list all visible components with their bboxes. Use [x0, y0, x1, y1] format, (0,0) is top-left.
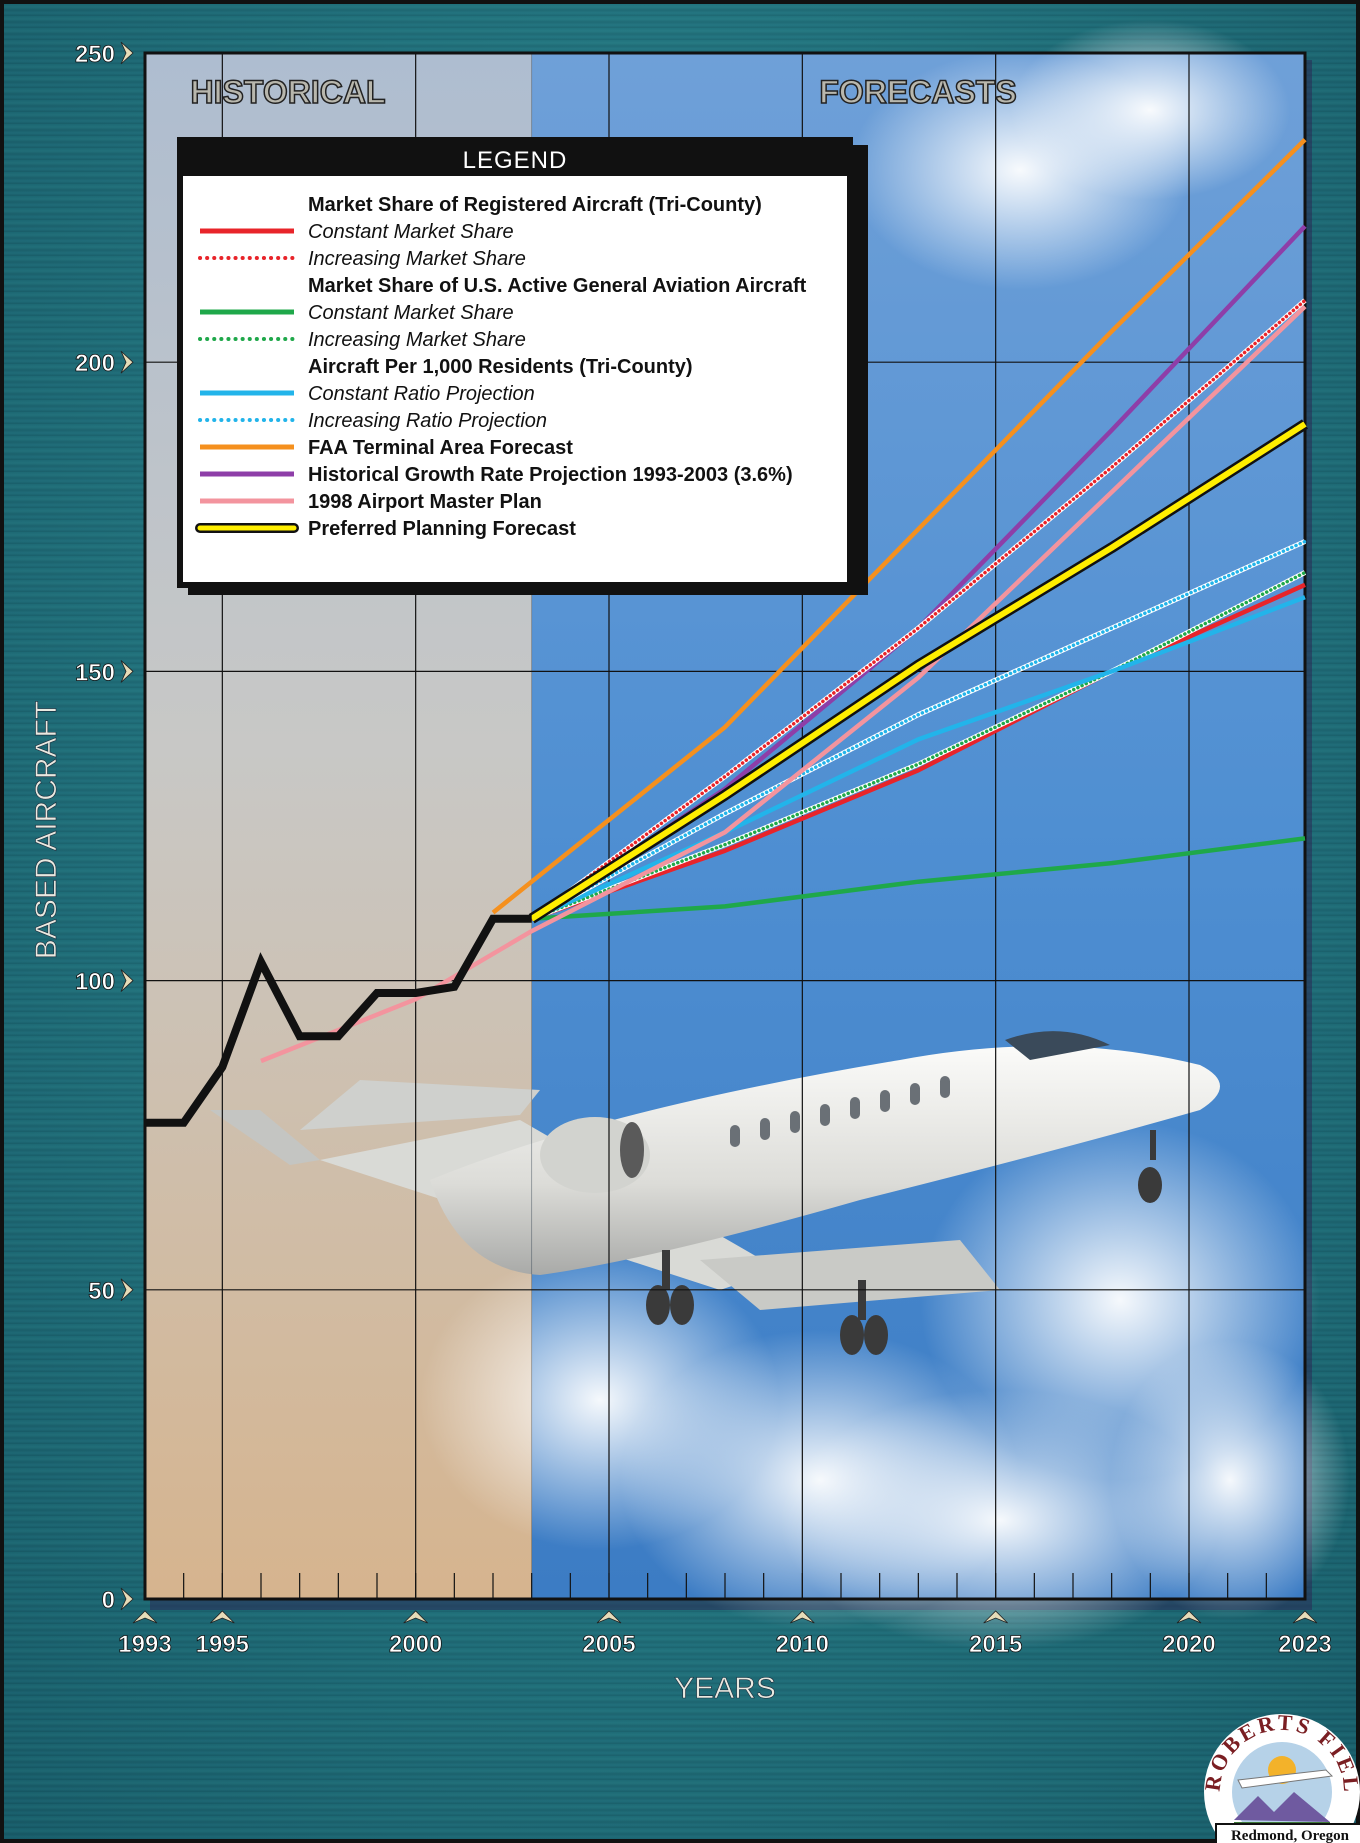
y-tick-label: 100	[75, 969, 115, 996]
series-line	[530, 421, 1307, 922]
series-line	[260, 304, 1307, 1064]
legend-entries: Market Share of Registered Aircraft (Tri…	[195, 194, 807, 540]
x-tick-label: 2010	[776, 1631, 829, 1658]
y-tick-label: 0	[102, 1587, 115, 1614]
x-tick-label: 2000	[389, 1631, 442, 1658]
historical-line	[145, 914, 532, 1127]
y-tick-label: 200	[75, 350, 115, 377]
x-tick-arrow	[1292, 1610, 1318, 1624]
x-axis-title: YEARS	[674, 1672, 776, 1705]
x-tick-arrow	[596, 1610, 622, 1624]
x-tick-arrow	[983, 1610, 1008, 1624]
x-tick-arrow	[210, 1610, 235, 1624]
legend-header-bar	[183, 143, 847, 176]
legend-title: LEGEND	[463, 147, 568, 174]
series-line	[529, 298, 1307, 921]
legend-entry-label: FAA Terminal Area Forecast	[308, 437, 573, 459]
x-tick-arrow	[790, 1610, 815, 1624]
legend-box	[177, 137, 853, 588]
legend-entry-label: Constant Market Share	[308, 302, 514, 324]
x-tick-arrow	[132, 1610, 158, 1624]
legend-entry-label: Historical Growth Rate Projection 1993-2…	[308, 464, 793, 486]
y-tick-labels: 0 50 100 150 200 250	[75, 41, 134, 1614]
legend-group-header: Aircraft Per 1,000 Residents (Tri-County…	[308, 356, 693, 378]
legend-entry-label: 1998 Airport Master Plan	[308, 491, 542, 513]
x-tick-label: 2023	[1278, 1631, 1331, 1658]
legend-entry-label: Constant Ratio Projection	[308, 383, 535, 405]
y-tick-label: 250	[75, 41, 115, 68]
series-line	[530, 582, 1306, 921]
legend-group-header: Market Share of U.S. Active General Avia…	[308, 275, 807, 297]
forecast-series	[260, 138, 1308, 1064]
series-line	[531, 836, 1306, 922]
y-tick-arrow	[120, 41, 134, 65]
series-line	[530, 595, 1306, 921]
y-tick-arrow	[120, 969, 134, 992]
x-tick-label: 1993	[118, 1631, 171, 1658]
legend-entry-label: Increasing Market Share	[308, 329, 526, 351]
section-label-forecasts: FORECASTS	[819, 74, 1016, 110]
plot-frame	[143, 51, 1307, 1601]
legend: LEGEND Market Share of Registered Aircra…	[177, 137, 868, 595]
x-tick-arrow	[1176, 1610, 1202, 1624]
x-tick-label: 1995	[196, 1631, 249, 1658]
x-tick-label: 2020	[1162, 1631, 1215, 1658]
section-label-historical: HISTORICAL	[191, 74, 386, 110]
business-jet-illustration	[210, 1031, 1220, 1355]
chart-grid	[143, 51, 1307, 1601]
legend-entry-label: Preferred Planning Forecast	[308, 518, 576, 540]
historical-series	[145, 914, 532, 1127]
legend-entry-label: Increasing Market Share	[308, 248, 526, 270]
x-tick-labels: 1993 1995 2000 2005 2010 2015 2020 2023	[118, 1610, 1332, 1658]
logo-location-text: Redmond, Oregon	[1231, 1828, 1350, 1843]
y-tick-arrow	[120, 1587, 134, 1611]
y-tick-arrow	[120, 1278, 134, 1302]
x-tick-arrow	[403, 1610, 428, 1624]
legend-entry-label: Constant Market Share	[308, 221, 514, 243]
legend-group-header: Market Share of Registered Aircraft (Tri…	[308, 194, 762, 216]
y-tick-label: 150	[75, 659, 115, 686]
y-tick-label: 50	[88, 1278, 115, 1305]
x-tick-label: 2005	[582, 1631, 635, 1658]
y-tick-arrow	[120, 660, 134, 683]
roberts-field-logo: ROBERTS FIELD Redmond, Oregon	[1198, 1700, 1360, 1843]
clouds	[420, 20, 1350, 1650]
series-line	[491, 138, 1307, 915]
y-axis-title: BASED AIRCRAFT	[30, 701, 63, 959]
series-line	[529, 539, 1307, 921]
y-tick-arrow	[120, 350, 134, 374]
x-tick-label: 2015	[969, 1631, 1022, 1658]
legend-entry-label: Increasing Ratio Projection	[308, 410, 547, 432]
series-line	[529, 570, 1307, 921]
